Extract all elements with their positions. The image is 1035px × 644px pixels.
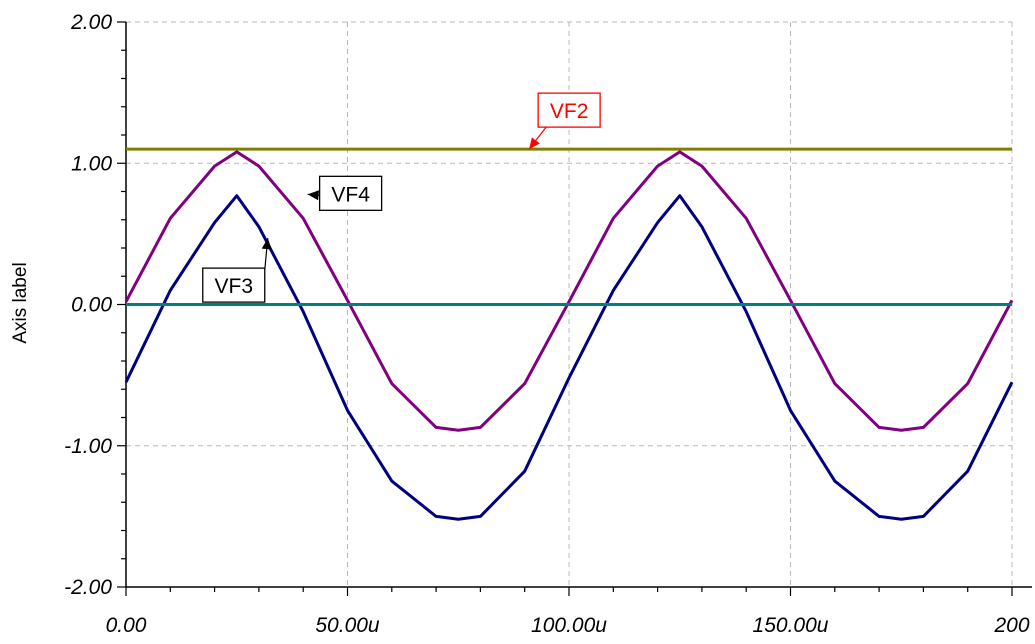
pointer-arrowhead	[529, 137, 540, 150]
annotation-box	[318, 175, 383, 211]
annotation-box	[202, 267, 266, 303]
y-tick-label: 0.00	[71, 294, 112, 317]
annotation-label: VF3	[215, 275, 254, 298]
annotation-vf2: VF2	[528, 92, 601, 150]
series-line-vf4	[124, 150, 1014, 432]
annotation-vf4: VF4	[307, 175, 383, 211]
annotation-box	[537, 92, 601, 128]
x-tick-label: 50.00u	[315, 614, 380, 637]
y-tick-label: 2.00	[70, 11, 112, 34]
y-axis-label: Axis label	[10, 262, 31, 343]
annotation-vf3: VF3	[202, 238, 272, 303]
axes: 2.00 1.00 0.00 -1.00 -2.00 0.00 50.00u 100.00u 1…	[64, 11, 1032, 637]
annotations: VF2 VF4 VF3	[202, 92, 601, 303]
series-layer	[124, 147, 1014, 521]
x-tick-label: 0.00	[106, 614, 147, 637]
y-tick-label: -1.00	[64, 435, 112, 458]
x-tick-label: 200	[993, 614, 1029, 637]
pointer-arrowhead	[307, 190, 320, 201]
series-line-vf3	[124, 194, 1014, 521]
x-tick-label: 100.00u	[531, 614, 607, 637]
y-tick-label: -2.00	[64, 576, 112, 599]
x-tick-label: 150.00u	[753, 614, 829, 637]
annotation-label: VF4	[331, 183, 370, 206]
y-tick-label: 1.00	[71, 152, 112, 175]
annotation-label: VF2	[550, 100, 589, 123]
pointer-arrowhead	[261, 238, 272, 250]
